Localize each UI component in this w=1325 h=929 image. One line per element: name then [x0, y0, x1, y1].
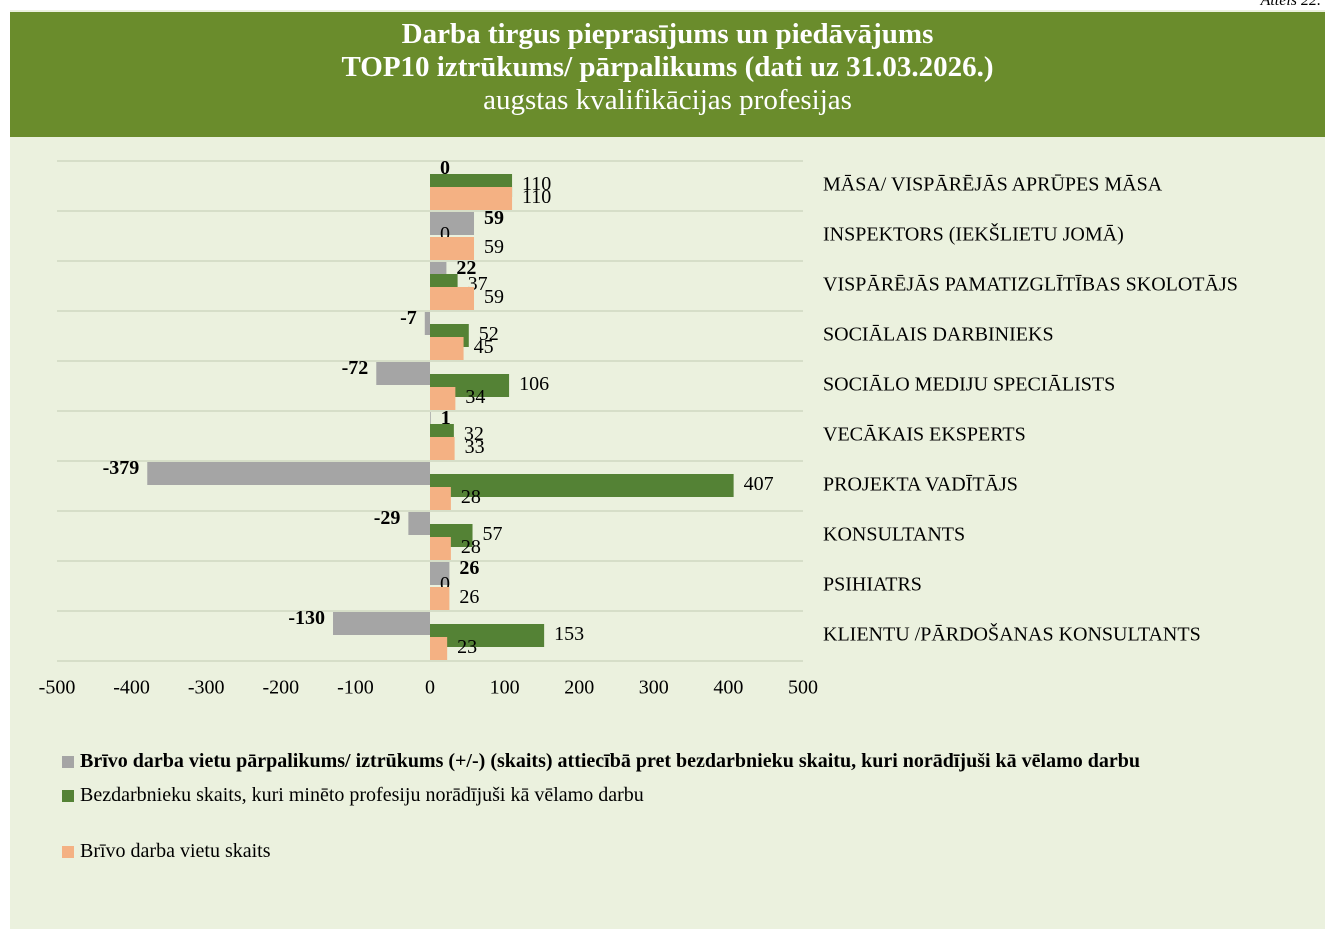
x-tick-label: 300 [639, 677, 669, 699]
data-label: 22 [456, 257, 476, 279]
data-label: 26 [459, 557, 479, 579]
data-label: 110 [522, 186, 551, 208]
data-label: 32 [464, 423, 484, 445]
bar [430, 187, 513, 210]
data-label: 33 [465, 436, 485, 458]
x-tick-label: -400 [113, 677, 150, 699]
data-label: 59 [484, 236, 504, 258]
x-tick-label: -300 [188, 677, 225, 699]
category-label: PROJEKTA VADĪTĀJS [823, 474, 1018, 496]
category-label: SOCIĀLO MEDIJU SPECIĀLISTS [823, 374, 1115, 396]
bar [424, 312, 430, 335]
legend-label: Brīvo darba vietu pārpalikums/ iztrūkums… [80, 750, 1141, 772]
data-label: 0 [440, 157, 450, 179]
x-tick-label: 500 [788, 677, 818, 699]
data-label: 0 [440, 573, 450, 595]
data-label: 106 [519, 373, 549, 395]
data-label: 59 [484, 207, 504, 229]
bar [430, 437, 455, 460]
legend-item: Bezdarbnieku skaits, kuri minēto profesi… [60, 782, 1290, 808]
bar [430, 212, 475, 235]
bar [376, 362, 430, 385]
x-tick-label: 0 [425, 677, 435, 699]
chart: -500 -400 -300 -200 -100 0 100 200 300 400 500MĀSA… [39, 157, 1238, 699]
data-label: 153 [554, 623, 584, 645]
x-tick-label: 400 [713, 677, 743, 699]
legend-swatch [62, 756, 74, 768]
data-label: -29 [374, 507, 401, 529]
legend-swatch [62, 790, 74, 802]
bar [430, 287, 475, 310]
x-tick-label: -100 [337, 677, 374, 699]
legend-item: Brīvo darba vietu pārpalikums/ iztrūkums… [60, 748, 1290, 774]
data-label: -130 [288, 607, 325, 629]
title-band: Darba tirgus pieprasījums un piedāvājums… [10, 12, 1325, 137]
legend: Brīvo darba vietu pārpalikums/ iztrūkums… [60, 748, 1290, 872]
chart-title-line2: TOP10 iztrūkums/ pārpalikums (dati uz 31… [341, 51, 994, 83]
x-tick-label: 200 [564, 677, 594, 699]
chart-title: Darba tirgus pieprasījums un piedāvājums [401, 18, 934, 50]
bar [430, 412, 431, 435]
legend-label: Brīvo darba vietu skaits [80, 840, 271, 862]
bar [430, 637, 448, 660]
legend-item: Brīvo darba vietu skaits [60, 838, 1290, 864]
bar [430, 387, 456, 410]
data-label: 28 [461, 536, 481, 558]
data-label: 1 [441, 407, 451, 429]
legend-label: Bezdarbnieku skaits, kuri minēto profesi… [80, 784, 644, 806]
bar [430, 474, 734, 497]
category-label: SOCIĀLAIS DARBINIEKS [823, 324, 1054, 346]
bar [430, 587, 450, 610]
data-label: 0 [440, 223, 450, 245]
category-label: VECĀKAIS EKSPERTS [823, 424, 1026, 446]
figure-label: Attēls 22. [1260, 0, 1321, 9]
data-label: 45 [474, 336, 494, 358]
bar [333, 612, 430, 635]
bar [430, 237, 475, 260]
bar [408, 512, 430, 535]
category-label: KONSULTANTS [823, 524, 965, 546]
bar [430, 624, 545, 647]
data-label: 26 [459, 586, 479, 608]
data-label: 28 [461, 486, 481, 508]
data-label: 110 [522, 173, 551, 195]
bar [430, 337, 464, 360]
x-tick-label: 100 [490, 677, 520, 699]
data-label: 57 [483, 523, 503, 545]
data-label: 52 [479, 323, 499, 345]
chart-subtitle: augstas kvalifikācijas profesijas [483, 84, 852, 116]
category-label: INSPEKTORS (IEKŠLIETU JOMĀ) [823, 222, 1124, 246]
data-label: -72 [342, 357, 369, 379]
x-tick-label: -200 [262, 677, 299, 699]
data-label: 23 [457, 636, 477, 658]
data-label: 59 [484, 286, 504, 308]
x-tick-label: -500 [39, 677, 76, 699]
category-label: KLIENTU /PĀRDOŠANAS KONSULTANTS [823, 622, 1201, 646]
category-label: PSIHIATRS [823, 574, 922, 596]
legend-swatch [62, 846, 74, 858]
data-label: -379 [103, 457, 140, 479]
bar [430, 562, 450, 585]
data-label: 407 [744, 473, 774, 495]
data-label: 34 [465, 386, 485, 408]
bar [430, 487, 451, 510]
category-label: MĀSA/ VISPĀRĒJĀS APRŪPES MĀSA [823, 174, 1163, 196]
bar [147, 462, 431, 485]
category-label: VISPĀRĒJĀS PAMATIZGLĪTĪBAS SKOLOTĀJS [823, 274, 1238, 296]
bar [430, 537, 451, 560]
data-label: -7 [400, 307, 417, 329]
